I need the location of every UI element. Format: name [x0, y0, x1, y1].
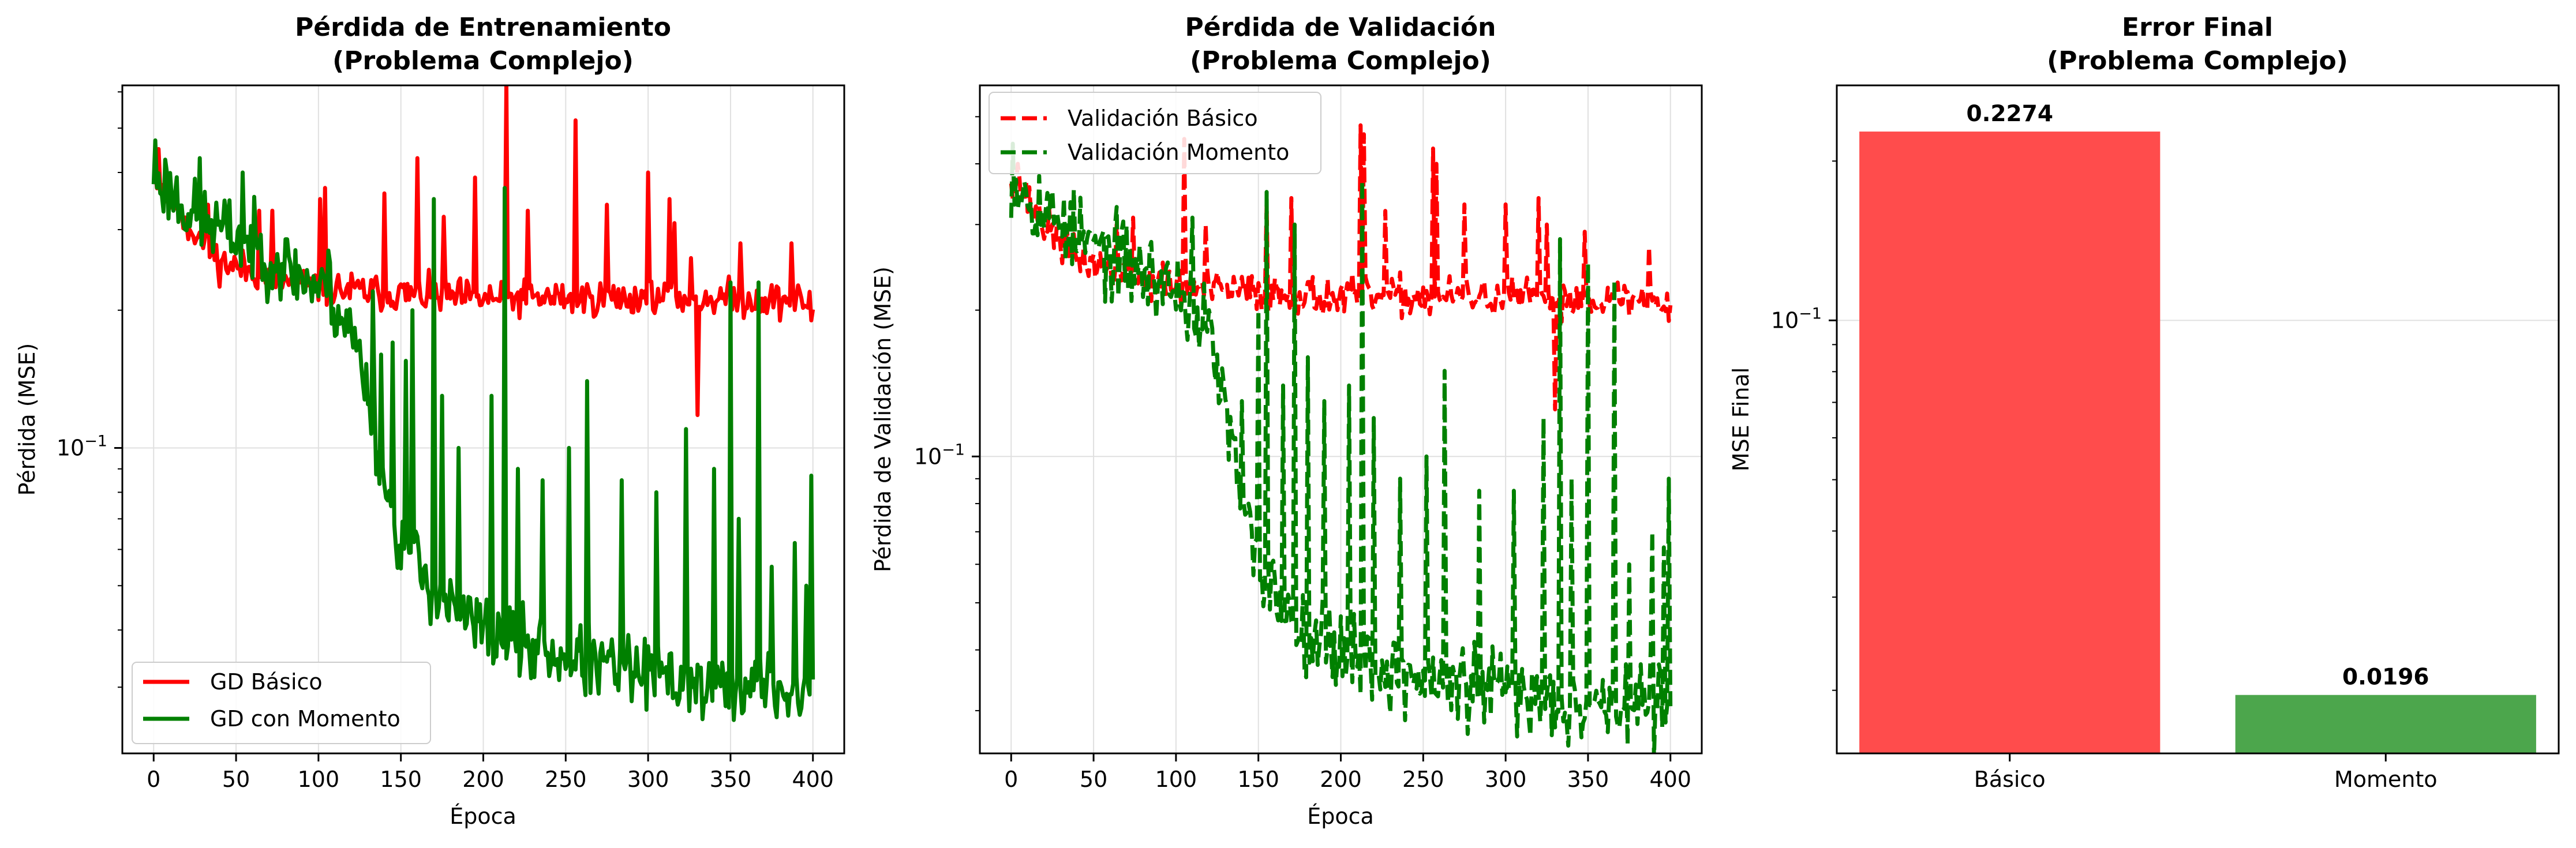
validation-legend: Validación Básico Validación Momento [989, 92, 1321, 174]
legend-label-gd-momento: GD con Momento [210, 706, 400, 731]
legend-label-gd-basico: GD Básico [210, 669, 323, 695]
training-y-axis-label: Pérdida (MSE) [14, 343, 40, 496]
series-line-validación-momento [1009, 141, 1673, 753]
y-tick-label: 10−1 [914, 441, 965, 469]
final-error-y-axis: 10−1 [1771, 160, 1837, 691]
training-y-axis: 10−1 [57, 91, 122, 688]
training-loss-panel: Pérdida de Entrenamiento (Problema Compl… [14, 13, 845, 829]
final-error-x-axis: Básico Momento [1974, 753, 2438, 792]
x-tick-label: 150 [1237, 767, 1279, 792]
training-title-line2: (Problema Complejo) [332, 46, 634, 76]
bar-value-label: 0.0196 [2342, 665, 2429, 691]
series-line-gd-con-momento [151, 138, 815, 722]
x-tick-label: 100 [1155, 767, 1197, 792]
final-error-bars: 0.2274 0.0196 [1859, 101, 2536, 754]
x-tick-label: 200 [1320, 767, 1362, 792]
training-legend: GD Básico GD con Momento [132, 662, 431, 744]
y-tick-label: 10−1 [1771, 305, 1822, 333]
legend-label-validacion-momento: Validación Momento [1068, 140, 1289, 165]
x-tick-label: 300 [1485, 767, 1527, 792]
x-tick-label: 400 [792, 767, 834, 792]
x-tick-label: 350 [1567, 767, 1609, 792]
validation-plot-lines [1009, 123, 1673, 753]
final-error-title-line2: (Problema Complejo) [2047, 46, 2348, 76]
x-tick-label: 250 [545, 767, 587, 792]
x-tick-label: 400 [1649, 767, 1691, 792]
x-tick-label: 100 [298, 767, 340, 792]
final-error-y-axis-label: MSE Final [1728, 367, 1754, 472]
validation-x-axis-label: Época [1307, 804, 1374, 829]
bar-momento [2235, 695, 2536, 753]
final-error-panel: Error Final (Problema Complejo) 0.22740.… [1728, 13, 2560, 792]
x-tick-label: 50 [1080, 767, 1107, 792]
training-title-line1: Pérdida de Entrenamiento [295, 13, 671, 42]
validation-x-axis: 0 50 100 150 200 250 300 350 400 [1004, 753, 1691, 792]
x-tick-label: Momento [2334, 767, 2438, 792]
validation-title-line1: Pérdida de Validación [1185, 13, 1496, 42]
x-tick-label: 200 [462, 767, 504, 792]
x-tick-label: 0 [1004, 767, 1018, 792]
validation-title-line2: (Problema Complejo) [1190, 46, 1491, 76]
bar-básico [1859, 132, 2161, 754]
training-x-axis-label: Época [450, 804, 516, 829]
training-x-axis: 0 50 100 150 200 250 300 350 400 [147, 753, 834, 792]
validation-y-axis-label: Pérdida de Validación (MSE) [870, 267, 896, 572]
validation-loss-panel: Pérdida de Validación (Problema Complejo… [870, 13, 1703, 829]
validation-legend-box [989, 92, 1321, 174]
training-plot-lines [151, 85, 815, 722]
x-tick-label: 150 [380, 767, 422, 792]
x-tick-label: 300 [627, 767, 669, 792]
y-tick-label: 10−1 [57, 433, 107, 461]
x-tick-label: 50 [222, 767, 250, 792]
final-error-title-line1: Error Final [2122, 13, 2273, 42]
validation-y-axis: 10−1 [914, 116, 980, 711]
x-tick-label: 350 [710, 767, 752, 792]
x-tick-label: 250 [1402, 767, 1444, 792]
x-tick-label: Básico [1974, 767, 2046, 792]
bar-value-label: 0.2274 [1966, 101, 2053, 127]
training-legend-box [132, 662, 431, 744]
x-tick-label: 0 [147, 767, 160, 792]
legend-label-validacion-basico: Validación Básico [1068, 106, 1258, 131]
final-error-axes-frame [1836, 84, 2560, 755]
